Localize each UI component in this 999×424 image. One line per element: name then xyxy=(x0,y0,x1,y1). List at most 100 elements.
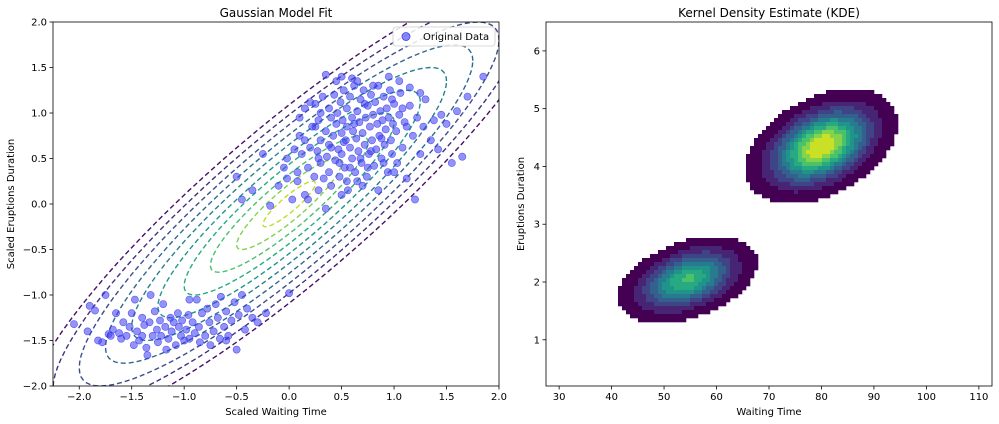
kde-cell xyxy=(726,290,731,295)
kde-cell xyxy=(886,110,891,115)
kde-cell xyxy=(890,130,895,135)
kde-cell xyxy=(866,90,871,95)
scatter-point xyxy=(337,72,346,81)
scatter-point xyxy=(416,89,425,97)
kde-cell xyxy=(686,278,691,283)
kde-cell xyxy=(818,146,823,151)
kde-cell xyxy=(782,170,787,175)
kde-cell xyxy=(830,190,835,195)
kde-cell xyxy=(730,274,735,279)
kde-cell xyxy=(730,258,735,263)
kde-cell xyxy=(686,306,691,311)
kde-cell xyxy=(734,238,739,243)
kde-cell xyxy=(626,278,631,283)
kde-cell xyxy=(710,282,715,287)
kde-cell xyxy=(742,282,747,287)
kde-cell xyxy=(838,102,843,107)
kde-cell xyxy=(638,270,643,275)
kde-cell xyxy=(650,314,655,319)
kde-cell xyxy=(810,130,815,135)
kde-cell xyxy=(826,94,831,99)
kde-cell xyxy=(746,282,751,287)
scatter-point xyxy=(346,143,354,152)
kde-cell xyxy=(706,290,711,295)
legend-box xyxy=(392,26,496,47)
kde-cell xyxy=(774,138,779,143)
kde-cell xyxy=(658,302,663,307)
scatter-point xyxy=(363,163,372,172)
kde-cell xyxy=(834,110,839,115)
scatter-point xyxy=(310,172,319,181)
kde-cell xyxy=(790,190,795,195)
kde-cell xyxy=(814,190,819,195)
kde-cell xyxy=(850,102,855,107)
kde-cell xyxy=(746,166,751,171)
kde-cell xyxy=(842,130,847,135)
kde-cell xyxy=(850,170,855,175)
kde-cell xyxy=(670,270,675,275)
kde-cell xyxy=(846,158,851,163)
kde-cell xyxy=(834,178,839,183)
kde-cell xyxy=(758,174,763,179)
kde-cell xyxy=(826,154,831,159)
kde-cell xyxy=(858,98,863,103)
scatter-point xyxy=(354,147,363,156)
kde-cell xyxy=(814,134,819,139)
kde-cell xyxy=(754,258,759,263)
kde-cell xyxy=(866,150,871,155)
kde-cell xyxy=(890,110,895,115)
kde-cell xyxy=(698,294,703,299)
kde-cell xyxy=(774,154,779,159)
kde-cell xyxy=(866,134,871,139)
kde-cell xyxy=(754,266,759,271)
kde-cell xyxy=(722,274,727,279)
kde-cell xyxy=(750,170,755,175)
legend-label: Original Data xyxy=(423,32,489,43)
kde-cell xyxy=(798,158,803,163)
kde-cell xyxy=(654,258,659,263)
kde-cell xyxy=(618,290,623,295)
kde-cell xyxy=(646,262,651,267)
kde-cell xyxy=(646,258,651,263)
right-x-axis-label: Waiting Time xyxy=(736,407,801,418)
kde-cell xyxy=(658,282,663,287)
kde-cell xyxy=(714,238,719,243)
kde-cell xyxy=(878,110,883,115)
kde-cell xyxy=(654,306,659,311)
kde-cell xyxy=(634,314,639,319)
kde-cell xyxy=(798,114,803,119)
kde-cell xyxy=(622,290,627,295)
kde-cell xyxy=(778,158,783,163)
kde-cell xyxy=(686,298,691,303)
kde-cell xyxy=(822,130,827,135)
kde-cell xyxy=(830,90,835,95)
kde-cell xyxy=(866,170,871,175)
kde-cell xyxy=(718,294,723,299)
kde-cell xyxy=(758,158,763,163)
y-tick-label: 1 xyxy=(534,335,540,346)
kde-cell xyxy=(666,250,671,255)
kde-cell xyxy=(694,266,699,271)
kde-cell xyxy=(842,146,847,151)
kde-cell xyxy=(658,270,663,275)
kde-cell xyxy=(814,194,819,199)
scatter-point xyxy=(384,72,393,81)
kde-cell xyxy=(866,110,871,115)
kde-cell xyxy=(686,294,691,299)
kde-cell xyxy=(794,170,799,175)
kde-cell xyxy=(870,110,875,115)
kde-cell xyxy=(674,262,679,267)
kde-cell xyxy=(730,270,735,275)
kde-cell xyxy=(666,266,671,271)
kde-cell xyxy=(754,138,759,143)
kde-cell xyxy=(798,178,803,183)
kde-cell xyxy=(814,186,819,191)
scatter-point xyxy=(190,329,199,338)
kde-cell xyxy=(806,138,811,143)
kde-cell xyxy=(814,118,819,123)
kde-cell xyxy=(710,258,715,263)
kde-cell xyxy=(858,166,863,171)
kde-cell xyxy=(718,238,723,243)
scatter-point xyxy=(408,131,417,140)
kde-cell xyxy=(662,298,667,303)
